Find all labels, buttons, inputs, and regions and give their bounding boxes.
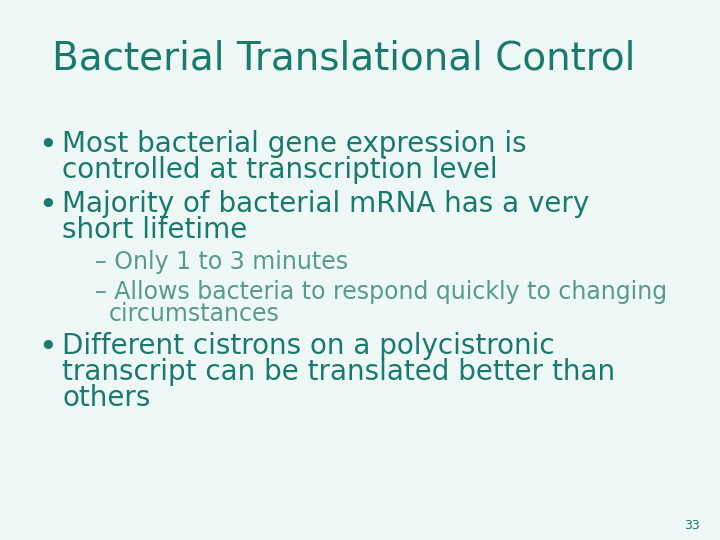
Text: Most bacterial gene expression is: Most bacterial gene expression is — [62, 130, 526, 158]
Text: •: • — [38, 332, 57, 363]
Text: – Only 1 to 3 minutes: – Only 1 to 3 minutes — [95, 250, 348, 274]
Text: circumstances: circumstances — [109, 302, 280, 326]
Text: Bacterial Translational Control: Bacterial Translational Control — [52, 40, 635, 78]
Text: •: • — [38, 130, 57, 161]
Text: short lifetime: short lifetime — [62, 216, 247, 244]
Text: – Allows bacteria to respond quickly to changing: – Allows bacteria to respond quickly to … — [95, 280, 667, 304]
Text: •: • — [38, 190, 57, 221]
Text: Majority of bacterial mRNA has a very: Majority of bacterial mRNA has a very — [62, 190, 589, 218]
Text: 33: 33 — [684, 519, 700, 532]
Text: transcript can be translated better than: transcript can be translated better than — [62, 358, 615, 386]
Text: Different cistrons on a polycistronic: Different cistrons on a polycistronic — [62, 332, 554, 360]
Text: controlled at transcription level: controlled at transcription level — [62, 156, 498, 184]
Text: others: others — [62, 384, 150, 412]
